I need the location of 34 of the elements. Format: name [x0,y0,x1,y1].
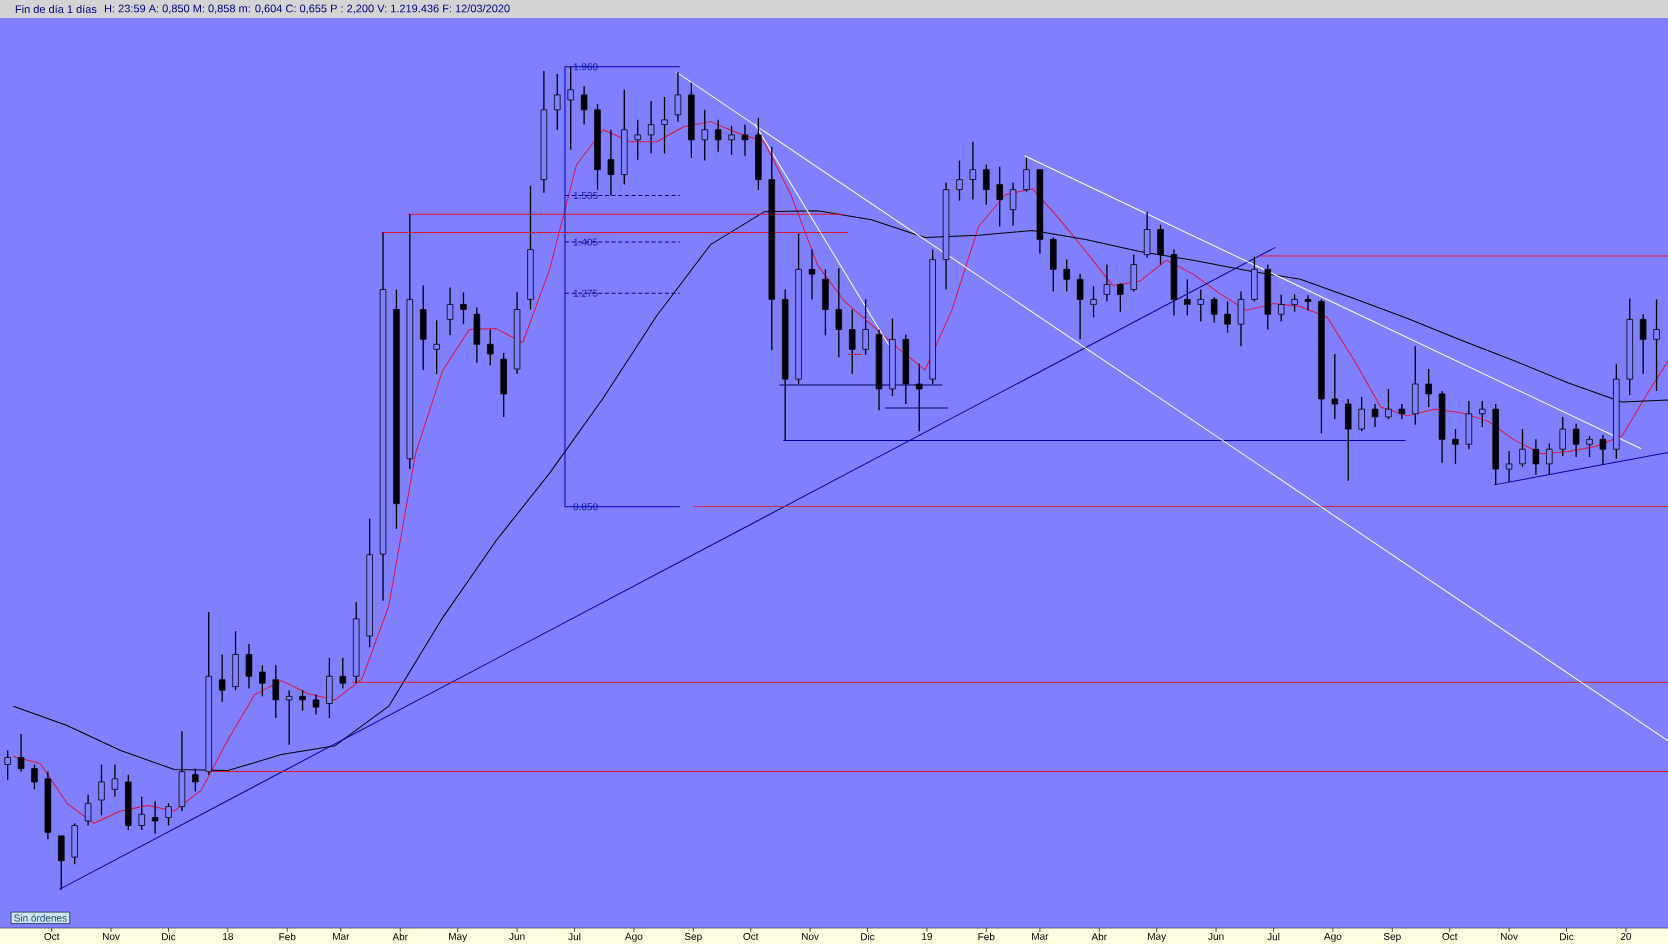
x-tick-label: Nov [1501,932,1518,940]
x-tick-label: Nov [103,932,120,940]
x-tick-label: Jun [509,932,525,940]
x-tick-label: Jul [568,932,581,941]
x-tick-label: Feb [978,932,995,941]
y-tick-label: 1.275 [573,289,598,297]
x-tick-label: Ago [625,932,643,942]
x-tick-label: Sep [1383,932,1401,942]
x-tick-label: Dic [861,932,875,941]
x-tick-label: Jul [1267,932,1280,941]
x-tick-label: Oct [1442,932,1458,941]
x-tick-label: Abr [392,932,408,941]
x-tick-label: 18 [223,932,234,941]
x-tick-label: Jun [1208,932,1224,940]
x-tick-label: Dic [1560,932,1574,941]
x-tick-label: Mar [1032,932,1049,940]
x-tick-label: Abr [1091,932,1107,941]
x-tick-label: May [1148,932,1167,942]
x-tick-label: Oct [44,932,60,941]
x-tick-label: Oct [743,932,759,941]
chart-title: Fin de día 1 días [15,4,97,14]
chart-subtitle: H: 23:59 A: 0,850 M: 0,858 m: 0,604 C: 0,655 P : 2,200 V: 1.219.436 F: 12/03/2020 [104,4,510,14]
y-tick-label: 1.405 [573,238,598,246]
x-tick-label: Sep [684,932,702,942]
x-tick-label: Nov [802,932,819,940]
x-tick-label: Feb [279,932,296,941]
x-tick-label: Ago [1324,932,1342,942]
x-tick-label: May [449,932,468,942]
x-tick-label: Dic [162,932,176,941]
y-tick-label: 1.535 [573,191,598,199]
x-tick-label: 20 [1620,932,1632,941]
annotation: Sin órdenes [14,914,67,922]
x-tick-label: Mar [333,932,350,940]
x-tick-label: 19 [922,932,932,941]
